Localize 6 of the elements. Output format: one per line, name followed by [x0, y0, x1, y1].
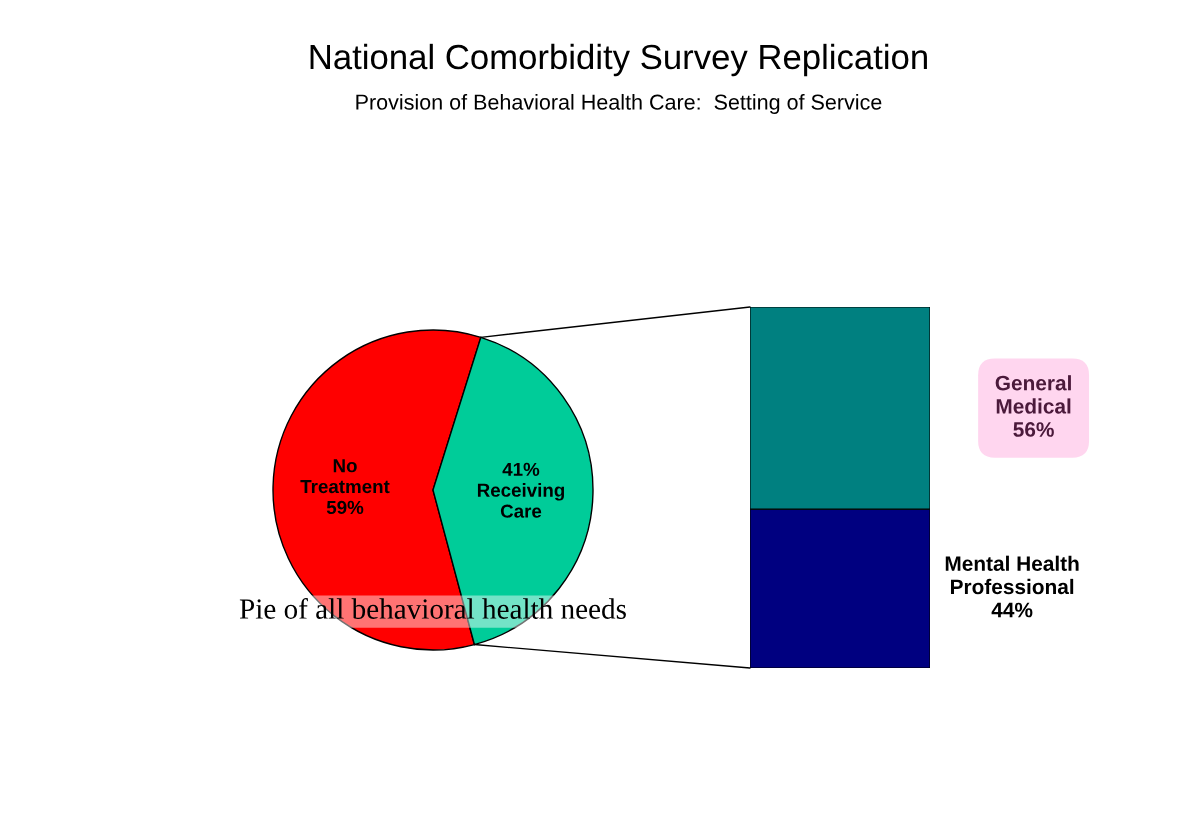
chart-title: National Comorbidity Survey Replication	[310, 43, 927, 77]
chart-subtitle: Provision of Behavioral Health Care: Setting of Service	[356, 93, 882, 115]
slice-label: No Treatment 59%	[300, 459, 390, 515]
series-label: Mental Health Professional 44%	[945, 555, 1079, 618]
text: General Medical 56%	[995, 375, 1071, 437]
slice-label: 41% Receiving Care	[477, 462, 565, 518]
